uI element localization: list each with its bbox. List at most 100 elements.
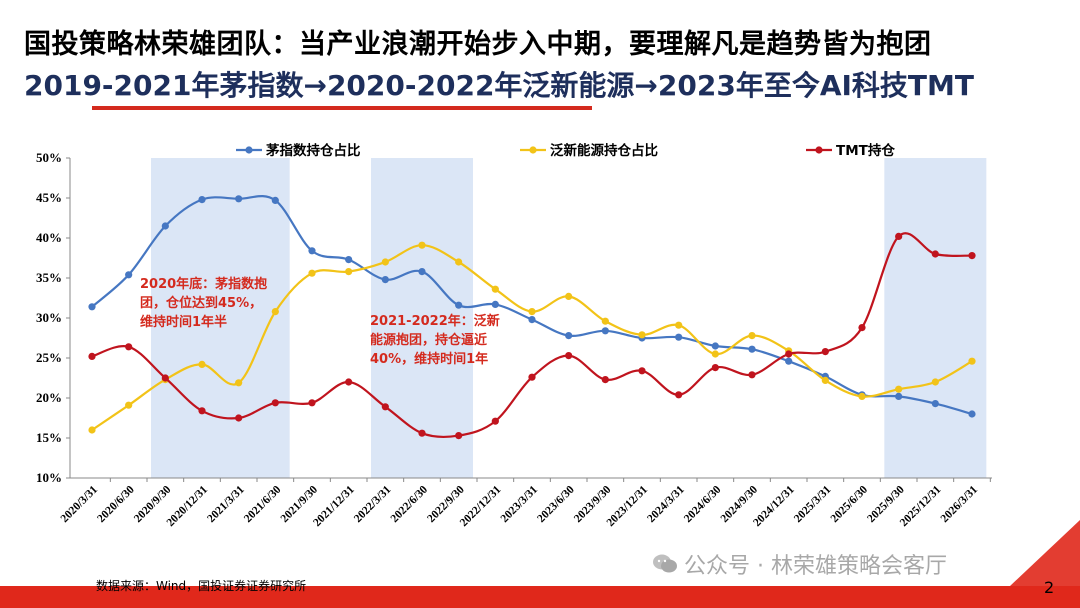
annotation-text: 团，仓位达到45%， [140, 295, 262, 311]
data-point [345, 256, 353, 264]
legend-label: TMT持仓 [836, 142, 895, 159]
data-point [455, 258, 463, 266]
annotation-text: 2020年底：茅指数抱 [140, 276, 267, 292]
wechat-icon [653, 554, 677, 573]
x-tick-label: 2020/6/30 [95, 483, 137, 525]
x-tick-label: 2026/3/31 [939, 483, 981, 525]
y-tick-label: 45% [36, 190, 62, 205]
data-point [821, 348, 829, 356]
data-point [858, 392, 866, 400]
data-point [821, 376, 829, 384]
highlight-band-1 [151, 158, 290, 478]
data-point [455, 432, 463, 440]
data-point [931, 378, 939, 386]
data-point [785, 350, 793, 358]
data-point [968, 357, 976, 365]
data-point [308, 399, 316, 407]
watermark: 公众号 · 林荣雄策略会客厅 [652, 548, 947, 580]
data-point [711, 364, 719, 372]
line-chart: 10%15%20%25%30%35%40%45%50%2020/3/312020… [36, 142, 992, 529]
data-point [271, 196, 279, 204]
data-point [601, 317, 609, 325]
page-subtitle: 2019-2021年茅指数→2020-2022年泛新能源→2023年至今AI科技… [24, 69, 974, 102]
data-point [345, 378, 353, 386]
y-tick-label: 25% [36, 350, 62, 365]
y-tick-label: 20% [36, 390, 62, 405]
page-number: 2 [1044, 578, 1055, 597]
data-point [235, 414, 243, 422]
data-point [455, 301, 463, 309]
annotation-text: 2021-2022年：泛新 [370, 313, 500, 329]
legend-label: 茅指数持仓占比 [266, 142, 361, 159]
x-tick-label: 2021/6/30 [242, 483, 284, 525]
data-point [638, 331, 646, 339]
data-point [271, 399, 279, 407]
data-point [895, 385, 903, 393]
footer-bar [0, 586, 1080, 608]
data-point [931, 250, 939, 258]
annotation-text: 40%，维持时间1年 [370, 351, 488, 367]
x-tick-label: 2022/3/31 [352, 483, 394, 525]
data-point [418, 429, 426, 437]
y-tick-label: 10% [36, 470, 62, 485]
legend-swatch-marker [815, 146, 823, 154]
data-point [491, 300, 499, 308]
data-point [528, 316, 536, 324]
x-tick-label: 2023/3/31 [499, 483, 541, 525]
y-tick-label: 40% [36, 230, 62, 245]
data-point [125, 401, 133, 409]
data-point [308, 269, 316, 277]
x-tick-label: 2024/3/31 [645, 483, 687, 525]
annotation-text: 维持时间1年半 [140, 314, 227, 330]
x-tick-label: 2023/6/30 [535, 483, 577, 525]
y-tick-label: 30% [36, 310, 62, 325]
data-point [198, 196, 206, 204]
data-point [308, 247, 316, 255]
title-underline [92, 106, 592, 110]
data-point [381, 276, 389, 284]
data-point [565, 332, 573, 340]
data-point [968, 410, 976, 418]
data-point [88, 426, 96, 434]
page-title: 国投策略林荣雄团队：当产业浪潮开始步入中期，要理解凡是趋势皆为抱团 [24, 29, 932, 60]
data-source: 数据来源：Wind，国投证券证券研究所 [96, 579, 307, 593]
data-point [895, 392, 903, 400]
legend-swatch-marker [529, 146, 537, 154]
data-point [601, 327, 609, 335]
data-point [565, 352, 573, 360]
x-tick-label: 2021/3/31 [205, 483, 247, 525]
data-point [418, 241, 426, 249]
data-point [785, 357, 793, 365]
data-point [565, 292, 573, 300]
y-tick-label: 15% [36, 430, 62, 445]
data-point [491, 417, 499, 425]
data-point [895, 232, 903, 240]
data-point [638, 367, 646, 375]
data-point [711, 342, 719, 350]
data-point [125, 271, 133, 279]
data-point [198, 407, 206, 415]
y-tick-label: 50% [36, 150, 62, 165]
data-point [748, 371, 756, 379]
data-point [235, 379, 243, 387]
watermark-text: 公众号 · 林荣雄策略会客厅 [684, 554, 947, 579]
data-point [528, 308, 536, 316]
data-point [345, 268, 353, 276]
legend-label: 泛新能源持仓占比 [550, 142, 658, 159]
data-point [968, 252, 976, 260]
legend-swatch-marker [245, 146, 253, 154]
data-point [88, 303, 96, 311]
data-point [161, 374, 169, 382]
data-point [931, 400, 939, 408]
data-point [601, 376, 609, 384]
x-tick-label: 2025/3/31 [792, 483, 834, 525]
x-tick-label: 2022/6/30 [389, 483, 431, 525]
x-tick-label: 2025/6/30 [829, 483, 871, 525]
data-point [418, 268, 426, 276]
data-point [381, 258, 389, 266]
y-tick-label: 35% [36, 270, 62, 285]
data-point [858, 324, 866, 332]
data-point [528, 373, 536, 381]
x-tick-label: 2020/3/31 [59, 483, 101, 525]
data-point [125, 343, 133, 351]
